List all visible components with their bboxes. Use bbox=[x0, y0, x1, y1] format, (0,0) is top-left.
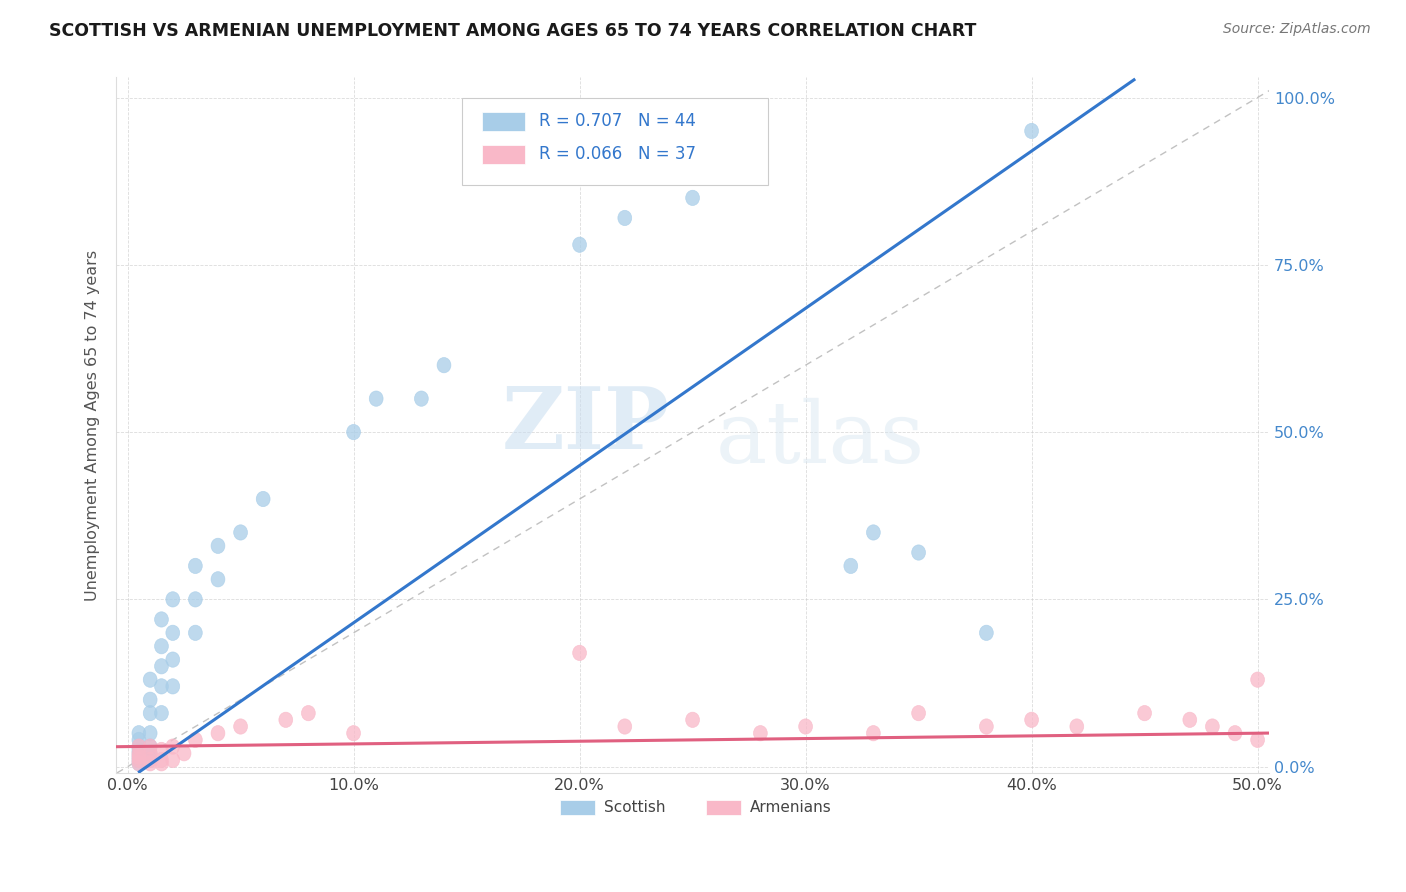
Text: Source: ZipAtlas.com: Source: ZipAtlas.com bbox=[1223, 22, 1371, 37]
Ellipse shape bbox=[132, 746, 146, 761]
Ellipse shape bbox=[415, 391, 429, 406]
Ellipse shape bbox=[1251, 732, 1264, 747]
Ellipse shape bbox=[143, 746, 157, 761]
Ellipse shape bbox=[143, 739, 157, 755]
Ellipse shape bbox=[1182, 712, 1197, 728]
Ellipse shape bbox=[911, 545, 925, 560]
Ellipse shape bbox=[188, 591, 202, 607]
Ellipse shape bbox=[572, 645, 586, 661]
Ellipse shape bbox=[132, 749, 146, 764]
Ellipse shape bbox=[155, 612, 169, 627]
Ellipse shape bbox=[256, 491, 270, 507]
Ellipse shape bbox=[155, 639, 169, 654]
Ellipse shape bbox=[155, 752, 169, 768]
Ellipse shape bbox=[143, 725, 157, 741]
Ellipse shape bbox=[799, 719, 813, 734]
Ellipse shape bbox=[686, 712, 700, 728]
Ellipse shape bbox=[911, 706, 925, 721]
Ellipse shape bbox=[572, 237, 586, 252]
FancyBboxPatch shape bbox=[463, 98, 768, 186]
Text: SCOTTISH VS ARMENIAN UNEMPLOYMENT AMONG AGES 65 TO 74 YEARS CORRELATION CHART: SCOTTISH VS ARMENIAN UNEMPLOYMENT AMONG … bbox=[49, 22, 977, 40]
Ellipse shape bbox=[233, 719, 247, 734]
Ellipse shape bbox=[731, 170, 745, 186]
Ellipse shape bbox=[188, 558, 202, 574]
Ellipse shape bbox=[347, 425, 360, 440]
Ellipse shape bbox=[143, 752, 157, 768]
Text: atlas: atlas bbox=[716, 398, 925, 481]
Ellipse shape bbox=[617, 211, 631, 226]
Ellipse shape bbox=[188, 625, 202, 640]
Ellipse shape bbox=[166, 625, 180, 640]
Ellipse shape bbox=[211, 538, 225, 554]
Ellipse shape bbox=[166, 739, 180, 755]
Ellipse shape bbox=[166, 679, 180, 694]
Ellipse shape bbox=[166, 752, 180, 768]
Text: Scottish: Scottish bbox=[603, 800, 665, 815]
Ellipse shape bbox=[754, 725, 768, 741]
Ellipse shape bbox=[132, 752, 146, 768]
Ellipse shape bbox=[166, 652, 180, 667]
Ellipse shape bbox=[980, 625, 993, 640]
Ellipse shape bbox=[188, 732, 202, 747]
Ellipse shape bbox=[143, 672, 157, 688]
Ellipse shape bbox=[278, 712, 292, 728]
Ellipse shape bbox=[143, 739, 157, 755]
Ellipse shape bbox=[132, 742, 146, 757]
Text: R = 0.707   N = 44: R = 0.707 N = 44 bbox=[540, 112, 696, 129]
Ellipse shape bbox=[132, 725, 146, 741]
Ellipse shape bbox=[155, 658, 169, 674]
Text: Armenians: Armenians bbox=[751, 800, 832, 815]
Ellipse shape bbox=[211, 725, 225, 741]
Ellipse shape bbox=[1251, 672, 1264, 688]
Ellipse shape bbox=[844, 558, 858, 574]
Ellipse shape bbox=[617, 719, 631, 734]
Ellipse shape bbox=[1070, 719, 1084, 734]
Ellipse shape bbox=[143, 706, 157, 721]
Ellipse shape bbox=[866, 725, 880, 741]
FancyBboxPatch shape bbox=[482, 145, 526, 164]
Ellipse shape bbox=[155, 742, 169, 757]
Ellipse shape bbox=[143, 692, 157, 707]
Ellipse shape bbox=[1205, 719, 1219, 734]
Ellipse shape bbox=[143, 746, 157, 761]
Ellipse shape bbox=[132, 739, 146, 755]
Ellipse shape bbox=[166, 591, 180, 607]
Ellipse shape bbox=[132, 752, 146, 768]
FancyBboxPatch shape bbox=[706, 800, 741, 815]
Ellipse shape bbox=[1227, 725, 1241, 741]
Ellipse shape bbox=[155, 706, 169, 721]
Ellipse shape bbox=[866, 524, 880, 541]
Ellipse shape bbox=[301, 706, 315, 721]
Ellipse shape bbox=[132, 756, 146, 771]
Ellipse shape bbox=[686, 190, 700, 205]
Y-axis label: Unemployment Among Ages 65 to 74 years: Unemployment Among Ages 65 to 74 years bbox=[86, 250, 100, 601]
Ellipse shape bbox=[177, 746, 191, 761]
FancyBboxPatch shape bbox=[482, 112, 526, 131]
Ellipse shape bbox=[370, 391, 382, 406]
Text: R = 0.066   N = 37: R = 0.066 N = 37 bbox=[540, 145, 696, 163]
FancyBboxPatch shape bbox=[560, 800, 595, 815]
Text: ZIP: ZIP bbox=[502, 384, 669, 467]
Ellipse shape bbox=[143, 752, 157, 768]
Ellipse shape bbox=[437, 358, 451, 373]
Ellipse shape bbox=[1025, 712, 1039, 728]
Ellipse shape bbox=[1025, 123, 1039, 138]
Ellipse shape bbox=[155, 679, 169, 694]
Ellipse shape bbox=[211, 572, 225, 587]
Ellipse shape bbox=[155, 756, 169, 771]
Ellipse shape bbox=[143, 756, 157, 771]
Ellipse shape bbox=[233, 524, 247, 541]
Ellipse shape bbox=[132, 746, 146, 761]
Ellipse shape bbox=[347, 725, 360, 741]
Ellipse shape bbox=[980, 719, 993, 734]
Ellipse shape bbox=[132, 756, 146, 771]
Ellipse shape bbox=[132, 749, 146, 764]
Ellipse shape bbox=[132, 739, 146, 755]
Ellipse shape bbox=[132, 732, 146, 747]
Ellipse shape bbox=[1137, 706, 1152, 721]
